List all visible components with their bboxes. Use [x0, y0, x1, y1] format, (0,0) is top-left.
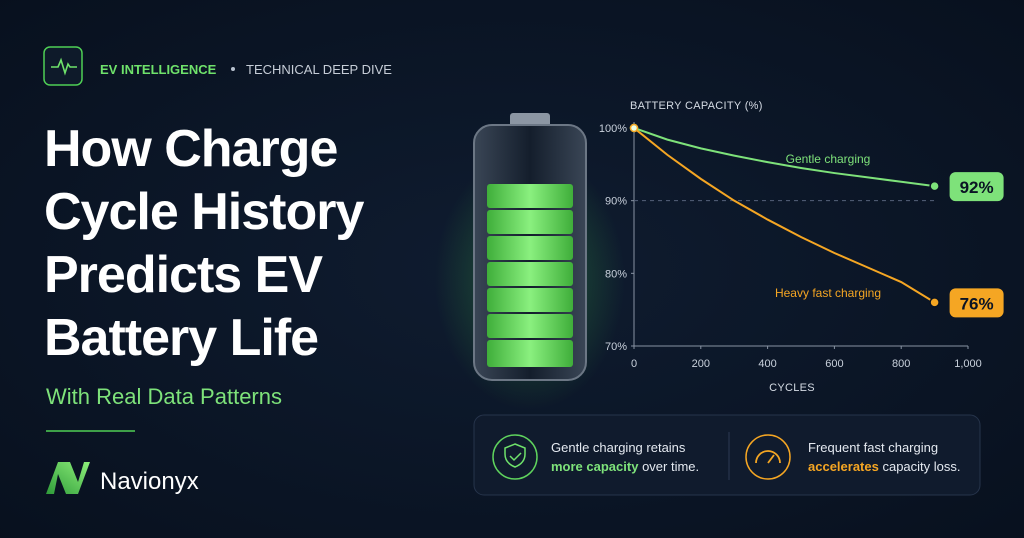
cell — [487, 210, 573, 234]
x-tick-label: 200 — [692, 358, 710, 370]
plot: 70% 80% 90% 100% 0 200 400 600 800 1,000 Gentle ch… — [599, 122, 1004, 370]
cell — [487, 236, 573, 260]
series-line — [633, 127, 936, 304]
brand-name: Navionyx — [100, 468, 199, 495]
kicker: EV INTELLIGENCE — [100, 62, 217, 77]
y-tick-label: 70% — [605, 341, 627, 353]
card-text-part: Gentle charging retains — [551, 440, 686, 455]
shield-glyph — [504, 443, 526, 468]
end-point — [929, 297, 940, 308]
title-line: How Charge — [44, 120, 337, 178]
title-line: Battery Life — [44, 309, 318, 367]
series-label: Gentle charging — [786, 152, 871, 166]
y-axis-label: BATTERY CAPACITY (%) — [630, 100, 763, 112]
y-tick-label: 100% — [599, 123, 627, 135]
brand-logo — [46, 462, 90, 494]
card-text-part: capacity loss. — [882, 459, 960, 474]
card-text: Gentle charging retains more capacity ove… — [551, 440, 699, 474]
x-tick-label: 600 — [825, 358, 843, 370]
cell — [487, 288, 573, 312]
pulse-line — [51, 57, 77, 76]
info-panel — [473, 414, 981, 496]
battery-cap — [510, 113, 550, 127]
separator-dot — [231, 67, 235, 71]
start-point — [629, 123, 639, 133]
value-badge — [949, 172, 1004, 202]
card-text-part: over time. — [642, 459, 699, 474]
end-point — [929, 180, 940, 192]
x-tick-label: 1,000 — [954, 358, 982, 370]
title-line: Cycle History — [44, 183, 364, 241]
battery-cells — [487, 184, 573, 367]
cell — [487, 184, 573, 208]
subtitle: With Real Data Patterns — [46, 384, 282, 409]
card-highlight: more capacity — [551, 459, 639, 474]
title-line: Predicts EV — [44, 246, 323, 304]
card-highlight: accelerates — [808, 459, 879, 474]
cell — [487, 262, 573, 286]
x-tick-label: 0 — [631, 358, 637, 370]
shield-icon — [492, 434, 538, 480]
value-label: 92% — [960, 178, 994, 197]
series-line — [633, 127, 935, 188]
series-label: Heavy fast charging — [775, 286, 881, 300]
cell — [487, 314, 573, 338]
x-tick-label: 800 — [892, 358, 910, 370]
card-text: Frequent fast charging accelerates capaci… — [808, 440, 961, 474]
value-badge — [949, 288, 1004, 318]
gauge-glyph — [755, 450, 781, 464]
value-label: 76% — [960, 294, 994, 313]
gauge-icon — [745, 434, 791, 480]
card-text-part: Frequent fast charging — [808, 440, 938, 455]
y-tick-label: 90% — [605, 196, 627, 208]
x-axis-label: CYCLES — [769, 382, 815, 394]
tag: TECHNICAL DEEP DIVE — [246, 62, 392, 77]
cell — [487, 340, 573, 367]
x-tick-label: 400 — [758, 358, 776, 370]
y-tick-label: 80% — [605, 268, 627, 280]
